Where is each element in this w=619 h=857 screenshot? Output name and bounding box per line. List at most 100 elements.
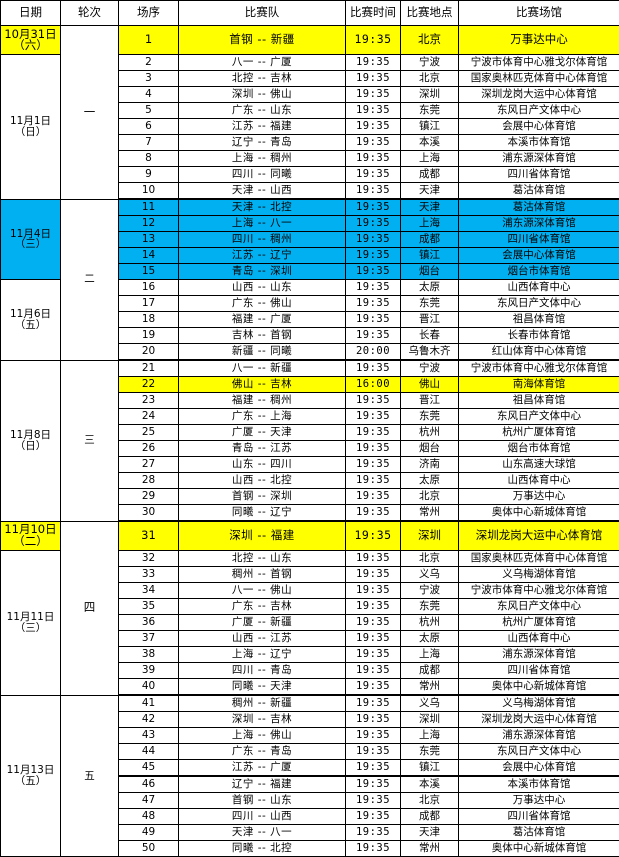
- match-number-cell: 42: [119, 712, 179, 728]
- time-cell: 19:35: [346, 841, 401, 857]
- time-cell: 19:35: [346, 135, 401, 151]
- city-cell: 成都: [401, 167, 459, 183]
- time-cell: 19:35: [346, 505, 401, 522]
- date-cell: 11月11日（三）: [1, 551, 61, 696]
- match-number-cell: 22: [119, 377, 179, 393]
- time-cell: 20:00: [346, 344, 401, 361]
- date-cell: 10月31日（六）: [1, 26, 61, 55]
- city-cell: 太原: [401, 280, 459, 296]
- teams-cell: 四川 -- 青岛: [179, 663, 346, 679]
- venue-cell: 万事达中心: [459, 489, 619, 505]
- time-cell: 19:35: [346, 216, 401, 232]
- match-number-cell: 11: [119, 199, 179, 216]
- teams-cell: 天津 -- 北控: [179, 199, 346, 216]
- teams-cell: 四川 -- 同曦: [179, 167, 346, 183]
- match-number-cell: 6: [119, 119, 179, 135]
- teams-cell: 广厦 -- 天津: [179, 425, 346, 441]
- match-number-cell: 43: [119, 728, 179, 744]
- teams-cell: 八一 -- 新疆: [179, 360, 346, 377]
- venue-cell: 烟台市体育馆: [459, 441, 619, 457]
- match-number-cell: 20: [119, 344, 179, 361]
- match-number-cell: 45: [119, 760, 179, 777]
- city-cell: 东莞: [401, 744, 459, 760]
- venue-cell: 义乌梅湖体育馆: [459, 695, 619, 712]
- round-cell: 三: [61, 360, 119, 521]
- venue-cell: 本溪市体育馆: [459, 776, 619, 793]
- city-cell: 深圳: [401, 521, 459, 551]
- match-number-cell: 39: [119, 663, 179, 679]
- city-cell: 东莞: [401, 409, 459, 425]
- match-number-cell: 31: [119, 521, 179, 551]
- city-cell: 烟台: [401, 264, 459, 280]
- teams-cell: 山西 -- 北控: [179, 473, 346, 489]
- teams-cell: 青岛 -- 江苏: [179, 441, 346, 457]
- venue-cell: 奥体中心新城体育馆: [459, 679, 619, 696]
- match-number-cell: 18: [119, 312, 179, 328]
- venue-cell: 国家奥林匹克体育中心体育馆: [459, 71, 619, 87]
- date-cell: 11月4日（三）: [1, 199, 61, 280]
- teams-cell: 首钢 -- 深圳: [179, 489, 346, 505]
- venue-cell: 山西体育中心: [459, 631, 619, 647]
- venue-cell: 四川省体育馆: [459, 232, 619, 248]
- city-cell: 常州: [401, 679, 459, 696]
- match-number-cell: 50: [119, 841, 179, 857]
- match-number-cell: 24: [119, 409, 179, 425]
- city-cell: 晋江: [401, 393, 459, 409]
- header-teams: 比赛队: [179, 1, 346, 26]
- teams-cell: 同曦 -- 天津: [179, 679, 346, 696]
- city-cell: 镇江: [401, 119, 459, 135]
- time-cell: 19:35: [346, 393, 401, 409]
- teams-cell: 山西 -- 江苏: [179, 631, 346, 647]
- match-number-cell: 27: [119, 457, 179, 473]
- teams-cell: 八一 -- 广厦: [179, 55, 346, 71]
- city-cell: 常州: [401, 841, 459, 857]
- header-row: 日期 轮次 场序 比赛队 比赛时间 比赛地点 比赛场馆: [1, 1, 619, 26]
- venue-cell: 山西体育中心: [459, 280, 619, 296]
- match-number-cell: 23: [119, 393, 179, 409]
- header-city: 比赛地点: [401, 1, 459, 26]
- venue-cell: 东风日产文体中心: [459, 103, 619, 119]
- match-number-cell: 8: [119, 151, 179, 167]
- teams-cell: 上海 -- 佛山: [179, 728, 346, 744]
- match-number-cell: 16: [119, 280, 179, 296]
- match-number-cell: 41: [119, 695, 179, 712]
- match-number-cell: 48: [119, 809, 179, 825]
- header-time: 比赛时间: [346, 1, 401, 26]
- teams-cell: 同曦 -- 辽宁: [179, 505, 346, 522]
- venue-cell: 杭州广厦体育馆: [459, 615, 619, 631]
- venue-cell: 浦东源深体育馆: [459, 216, 619, 232]
- match-number-cell: 30: [119, 505, 179, 522]
- time-cell: 19:35: [346, 647, 401, 663]
- time-cell: 19:35: [346, 457, 401, 473]
- city-cell: 东莞: [401, 296, 459, 312]
- venue-cell: 山东高速大球馆: [459, 457, 619, 473]
- venue-cell: 义乌梅湖体育馆: [459, 567, 619, 583]
- teams-cell: 上海 -- 辽宁: [179, 647, 346, 663]
- venue-cell: 南海体育馆: [459, 377, 619, 393]
- time-cell: 19:35: [346, 825, 401, 841]
- time-cell: 19:35: [346, 567, 401, 583]
- match-number-cell: 19: [119, 328, 179, 344]
- time-cell: 19:35: [346, 199, 401, 216]
- venue-cell: 葛沽体育馆: [459, 825, 619, 841]
- time-cell: 19:35: [346, 776, 401, 793]
- match-number-cell: 44: [119, 744, 179, 760]
- city-cell: 本溪: [401, 776, 459, 793]
- match-number-cell: 3: [119, 71, 179, 87]
- venue-cell: 山西体育中心: [459, 473, 619, 489]
- time-cell: 19:35: [346, 712, 401, 728]
- round-cell: 二: [61, 199, 119, 360]
- teams-cell: 吉林 -- 首钢: [179, 328, 346, 344]
- teams-cell: 福建 -- 稠州: [179, 393, 346, 409]
- time-cell: 19:35: [346, 296, 401, 312]
- city-cell: 烟台: [401, 441, 459, 457]
- city-cell: 东莞: [401, 103, 459, 119]
- city-cell: 北京: [401, 489, 459, 505]
- venue-cell: 万事达中心: [459, 26, 619, 55]
- teams-cell: 江苏 -- 福建: [179, 119, 346, 135]
- teams-cell: 上海 -- 稠州: [179, 151, 346, 167]
- venue-cell: 深圳龙岗大运中心体育馆: [459, 521, 619, 551]
- city-cell: 北京: [401, 551, 459, 567]
